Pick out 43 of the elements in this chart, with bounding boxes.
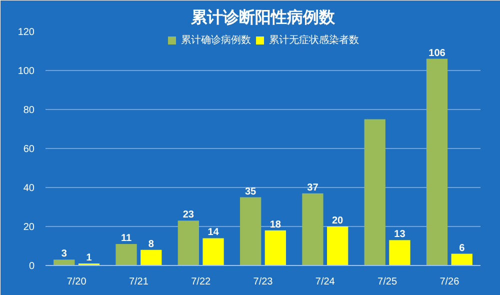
y-tick-label: 0	[28, 261, 35, 272]
bar	[302, 193, 324, 266]
x-tick-label: 7/25	[378, 276, 398, 288]
data-label: 8	[148, 238, 154, 250]
y-tick-label: 60	[23, 144, 35, 155]
legend-label: 累计无症状感染者数	[269, 34, 359, 47]
bar	[178, 220, 199, 266]
data-label: 13	[394, 229, 406, 240]
bar	[451, 254, 472, 266]
bar	[54, 260, 75, 266]
data-label: 37	[307, 182, 319, 194]
data-label: 20	[332, 216, 344, 226]
data-label: 35	[245, 186, 257, 198]
data-label: 18	[270, 219, 282, 230]
x-tick-label: 7/26	[440, 276, 460, 288]
x-tick-label: 7/24	[315, 276, 336, 288]
bar	[116, 244, 137, 266]
y-tick-label: 20	[23, 222, 35, 233]
bar	[264, 230, 286, 266]
x-tick-label: 7/22	[191, 276, 212, 288]
data-label: 3	[61, 248, 68, 260]
bar	[202, 238, 224, 266]
data-label: 23	[182, 210, 194, 221]
y-tick-label: 100	[18, 66, 35, 77]
y-tick-label: 80	[23, 105, 35, 116]
data-label: 11	[121, 233, 132, 244]
data-label: 6	[459, 242, 466, 254]
bar	[364, 119, 386, 266]
legend-label: 累计确诊病例数	[181, 34, 251, 47]
bar	[140, 250, 162, 266]
x-tick-label: 7/23	[253, 276, 274, 288]
data-label: 14	[208, 227, 220, 238]
bar	[327, 226, 348, 266]
data-label: 106	[428, 48, 446, 59]
data-label: 1	[86, 252, 92, 264]
y-tick-label: 120	[18, 27, 35, 38]
bar	[426, 58, 448, 266]
x-tick-label: 7/20	[66, 276, 87, 288]
y-tick-label: 40	[23, 183, 35, 194]
x-tick-label: 7/21	[128, 276, 149, 288]
bar	[240, 197, 262, 266]
bar	[389, 240, 410, 266]
chart-title: 累计诊断阳性病例数	[190, 8, 336, 26]
